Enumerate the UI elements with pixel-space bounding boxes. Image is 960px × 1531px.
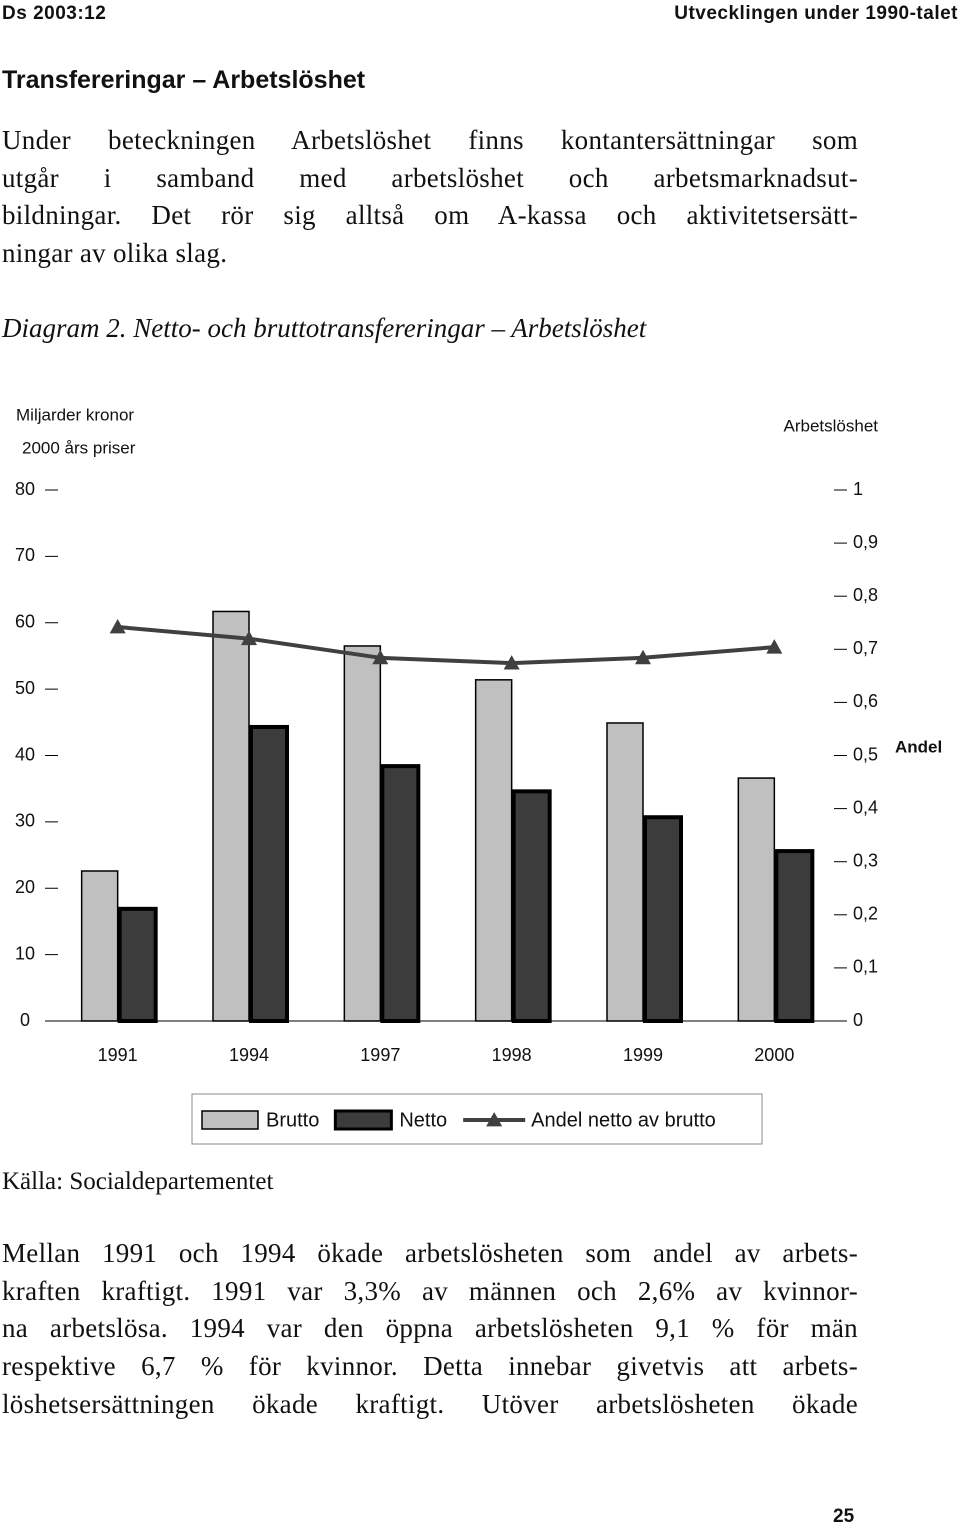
y2-tick-label: 0,8	[853, 585, 878, 605]
line	[117, 625, 775, 666]
text-line: utgår i samband med arbetslöshet och arb…	[2, 162, 858, 193]
bar	[249, 724, 289, 1023]
x-tick-label: 1998	[492, 1045, 532, 1065]
y-tick-label: 10	[15, 943, 35, 963]
bar	[511, 789, 552, 1024]
y2-tick-label: 0,2	[853, 904, 878, 924]
x-tick-label: 1991	[98, 1045, 138, 1065]
legend-label: Netto	[399, 1109, 447, 1131]
y-tick-label: 20	[15, 877, 35, 897]
legend-swatch	[201, 1110, 259, 1130]
y2-axis-title: Arbetslöshet	[784, 416, 879, 435]
caption: Diagram 2. Netto- och bruttotransfererin…	[2, 313, 647, 343]
text-line: na arbetslösa. 1994 var den öppna arbets…	[2, 1313, 858, 1344]
x-tick-label: 1994	[229, 1045, 269, 1065]
x-tick-label: 2000	[754, 1045, 794, 1065]
line-marker	[766, 639, 783, 654]
y2-tick-label: 0,5	[853, 744, 878, 764]
text-line: Mellan 1991 och 1994 ökade arbetslöshete…	[2, 1238, 858, 1268]
y2-tick-label: 0,9	[853, 532, 878, 552]
line-marker	[109, 618, 126, 634]
legend-swatch	[486, 1112, 503, 1127]
y-tick-label: 70	[15, 545, 35, 565]
y2-tick-label: 0,1	[853, 957, 878, 977]
bar	[117, 906, 158, 1023]
y-tick-label: 30	[15, 811, 35, 831]
bar	[380, 764, 421, 1023]
line-marker	[241, 630, 257, 646]
bar	[737, 777, 776, 1022]
legend-label: Brutto	[266, 1109, 319, 1131]
bar	[80, 870, 119, 1022]
text-line: löshetsersättningen ökade kraftigt. Utöv…	[2, 1388, 858, 1419]
y-axis-title: 2000 års priser	[22, 438, 136, 457]
y2-tick-label: 0,4	[853, 797, 878, 817]
heading: Transfereringar – Arbetslöshet	[2, 66, 366, 94]
page-number: 25	[833, 1506, 855, 1527]
y-tick-label: 50	[15, 678, 35, 698]
bar	[474, 679, 513, 1022]
bar	[343, 645, 382, 1022]
x-tick-label: 1997	[360, 1045, 400, 1065]
source: Källa: Socialdepartementet	[2, 1168, 274, 1195]
header-right: Utvecklingen under 1990-talet	[674, 3, 958, 24]
y-tick-label: 0	[20, 1010, 30, 1030]
line-marker	[503, 655, 520, 670]
y2-tick-label: 0	[853, 1010, 863, 1030]
line-marker	[635, 649, 651, 665]
y2-tick-label: 1	[853, 479, 863, 499]
y2-side-title: Andel	[895, 737, 942, 756]
text-line: respektive 6,7 % för kvinnor. Detta inne…	[2, 1351, 858, 1382]
text-line: Under beteckningen Arbetslöshet finns ko…	[2, 125, 858, 155]
y-tick-label: 80	[15, 479, 35, 499]
bar	[774, 849, 815, 1024]
y-axis-title: Miljarder kronor	[16, 405, 134, 424]
bar	[606, 722, 644, 1022]
text-line: bildningar. Det rör sig alltså om A-kass…	[2, 200, 858, 231]
y-tick-label: 60	[15, 612, 35, 632]
legend-swatch	[333, 1109, 393, 1131]
bar	[643, 815, 683, 1024]
text-line: ningar av olika slag.	[2, 238, 228, 269]
bar	[212, 610, 250, 1022]
y2-tick-label: 0,6	[853, 691, 878, 711]
x-tick-label: 1999	[623, 1045, 663, 1065]
line-marker	[372, 649, 389, 665]
y2-tick-label: 0,3	[853, 850, 878, 870]
y-tick-label: 40	[15, 744, 35, 764]
legend-label: Andel netto av brutto	[531, 1109, 716, 1131]
header-left: Ds 2003:12	[2, 3, 107, 24]
text-line: kraften kraftigt. 1991 var 3,3% av männe…	[2, 1275, 858, 1306]
y2-tick-label: 0,7	[853, 638, 878, 658]
